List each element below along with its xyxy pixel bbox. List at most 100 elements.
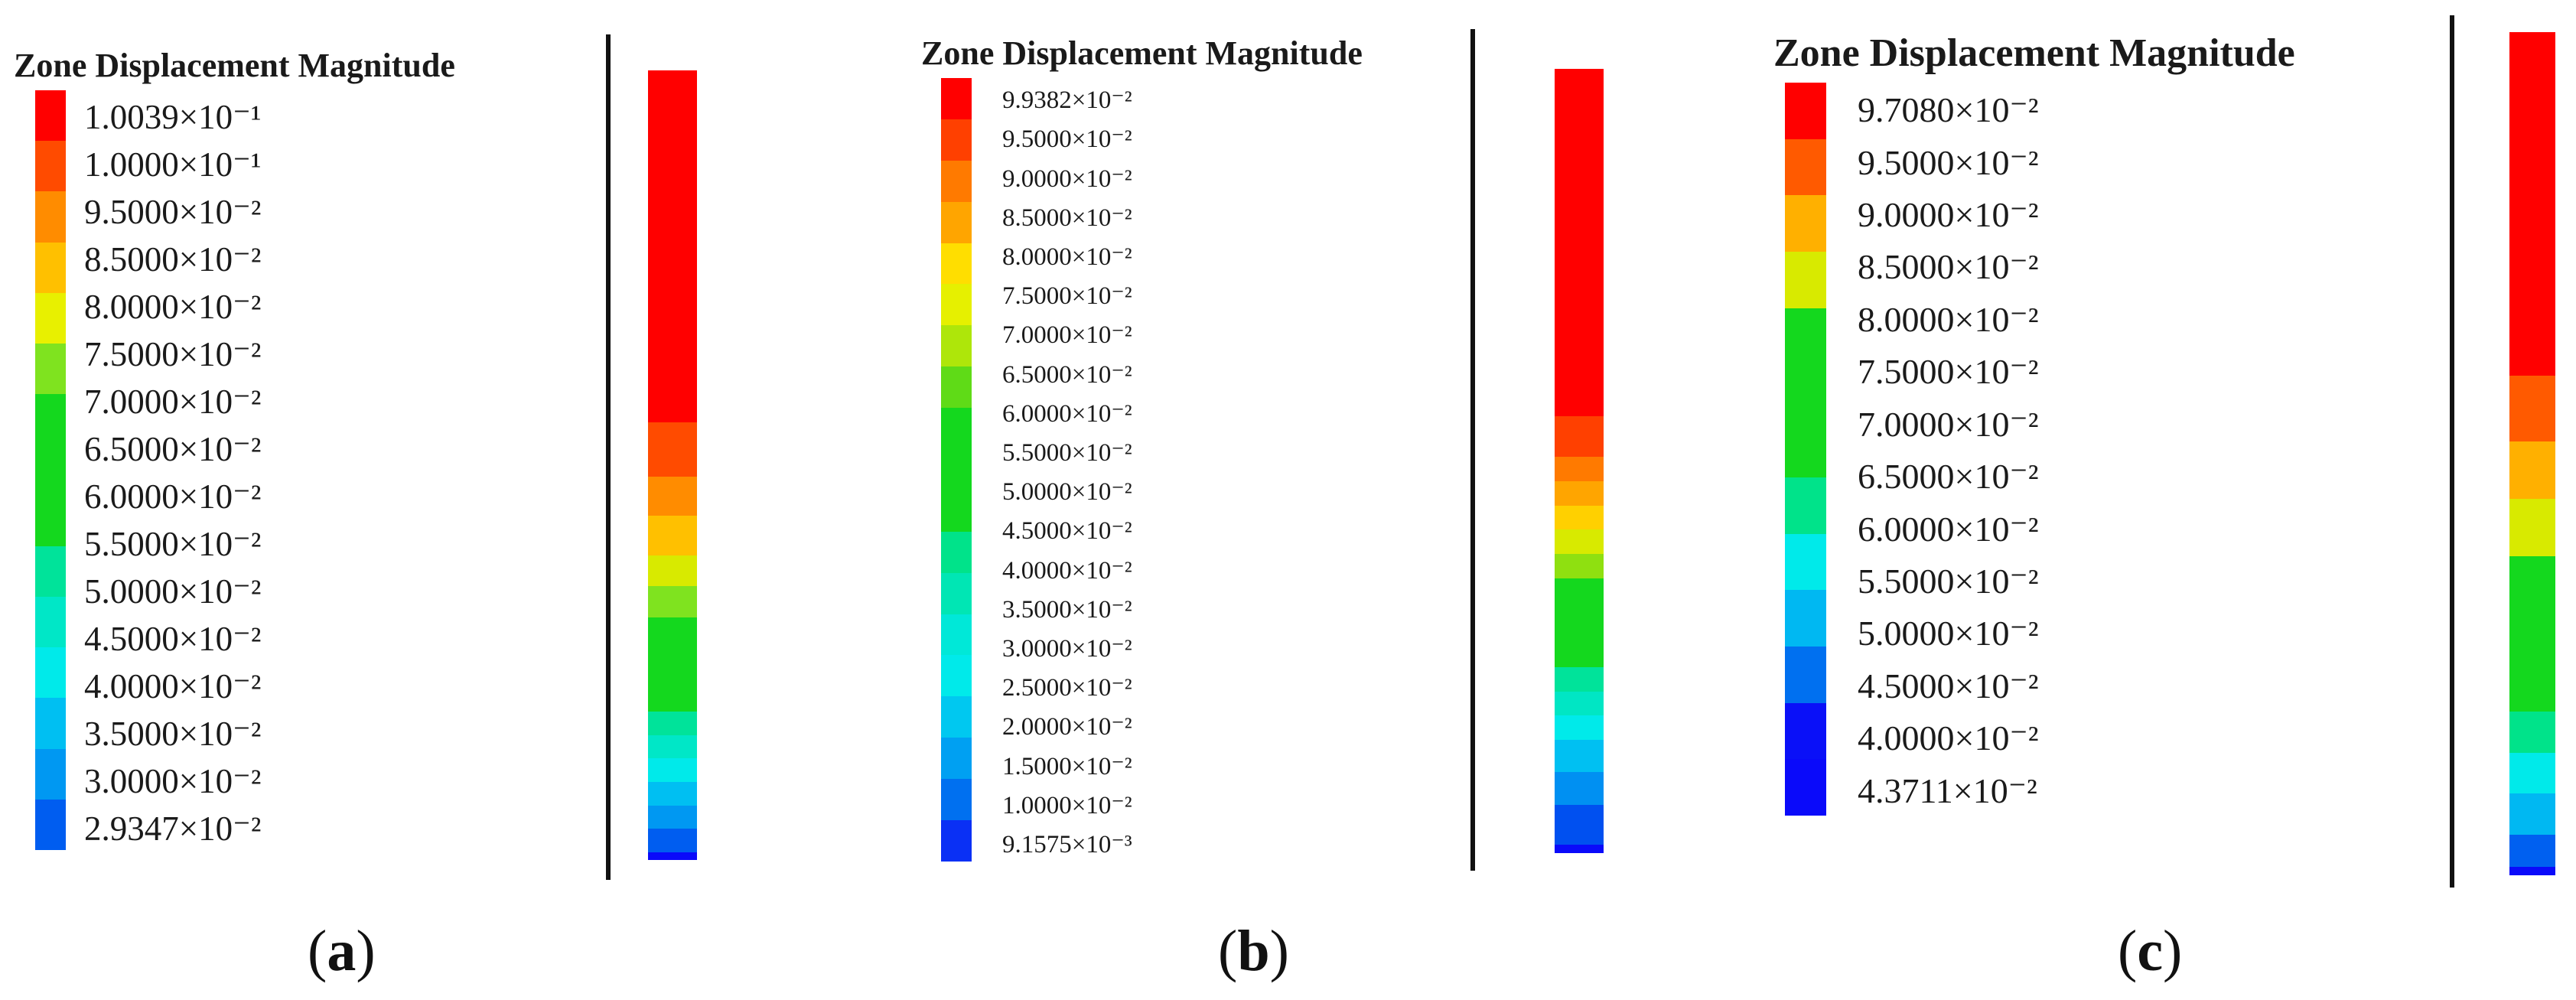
legend-label-c-12: 4.0000×10⁻² [1858,718,2039,758]
legend-swatch-c-10 [1785,646,1826,703]
column-segment-a-6 [648,617,697,712]
legend-label-a-8: 6.0000×10⁻² [84,477,262,516]
column-segment-c-8 [2509,834,2555,868]
legend-label-c-6: 7.0000×10⁻² [1858,404,2039,444]
legend-swatch-b-5 [941,284,972,326]
legend-label-b-12: 4.0000×10⁻² [1002,556,1132,585]
legend-label-a-0: 1.0039×10⁻¹ [84,97,262,136]
caption-c-letter: c [2137,919,2164,983]
caption-a-close: ) [356,919,376,983]
legend-swatch-b-12 [941,572,972,614]
legend-label-a-12: 4.0000×10⁻² [84,667,262,706]
legend-label-c-2: 9.0000×10⁻² [1858,195,2039,235]
column-segment-a-5 [648,586,697,618]
legend-label-a-9: 5.5000×10⁻² [84,525,262,564]
legend-swatch-b-9 [941,449,972,490]
column-segment-b-5 [1555,529,1604,555]
column-segment-a-0 [648,70,697,422]
legend-swatch-c-12 [1785,759,1826,816]
legend-label-c-8: 6.0000×10⁻² [1858,509,2039,549]
legend-label-b-3: 8.5000×10⁻² [1002,204,1132,232]
legend-swatch-a-8 [35,495,66,546]
legend-swatch-a-9 [35,546,66,598]
column-segment-c-5 [2509,712,2555,753]
legend-label-b-9: 5.5000×10⁻² [1002,438,1132,467]
legend-label-a-6: 7.0000×10⁻² [84,382,262,421]
legend-label-b-10: 5.0000×10⁻² [1002,478,1132,507]
legend-label-a-5: 7.5000×10⁻² [84,334,262,373]
model-column-c [2509,32,2555,876]
caption-b-close: ) [1269,919,1289,983]
legend-swatch-b-18 [941,820,972,862]
legend-title-c: Zone Displacement Magnitude [1773,31,2295,75]
legend-swatch-c-1 [1785,138,1826,196]
legend-label-a-10: 5.0000×10⁻² [84,572,262,611]
column-segment-c-1 [2509,376,2555,441]
legend-swatch-c-2 [1785,195,1826,252]
caption-a-open: ( [308,919,327,983]
legend-label-b-18: 1.0000×10⁻² [1002,791,1132,819]
legend-swatch-a-2 [35,191,66,243]
legend-title-b: Zone Displacement Magnitude [921,34,1363,72]
legend-label-a-11: 4.5000×10⁻² [84,620,262,659]
column-segment-a-11 [648,805,697,829]
legend-swatch-c-6 [1785,421,1826,477]
column-segment-a-13 [648,852,697,861]
column-segment-b-2 [1555,457,1604,481]
legend-swatch-a-7 [35,445,66,496]
column-segment-c-2 [2509,441,2555,499]
legend-label-c-3: 8.5000×10⁻² [1858,247,2039,287]
column-segment-a-8 [648,735,697,759]
legend-label-b-1: 9.5000×10⁻² [1002,125,1132,154]
legend-swatch-b-16 [941,738,972,780]
legend-swatch-a-14 [35,799,66,851]
legend-swatch-b-13 [941,614,972,656]
column-segment-c-7 [2509,793,2555,835]
legend-label-a-13: 3.5000×10⁻² [84,715,262,754]
legend-swatch-a-10 [35,597,66,648]
column-segment-c-9 [2509,867,2555,876]
legend-label-b-7: 6.5000×10⁻² [1002,360,1132,389]
legend-colorbar-b [941,78,972,862]
column-segment-a-3 [648,516,697,555]
legend-label-b-8: 6.0000×10⁻² [1002,399,1132,428]
legend-swatch-a-0 [35,90,66,142]
legend-label-a-1: 1.0000×10⁻¹ [84,145,262,184]
legend-swatch-a-11 [35,647,66,699]
legend-label-a-4: 8.0000×10⁻² [84,287,262,326]
legend-label-c-9: 5.5000×10⁻² [1858,562,2039,601]
legend-label-c-13: 4.3711×10⁻² [1858,770,2037,810]
caption-b-letter: b [1237,919,1270,983]
legend-colorbar-c [1785,83,1826,816]
legend-label-a-2: 9.5000×10⁻² [84,192,262,231]
legend-swatch-c-5 [1785,364,1826,422]
caption-a-letter: a [327,919,357,983]
legend-label-b-16: 2.0000×10⁻² [1002,713,1132,741]
legend-swatch-b-10 [941,490,972,532]
legend-label-a-14: 3.0000×10⁻² [84,762,262,801]
legend-swatch-b-11 [941,531,972,573]
legend-label-b-4: 8.0000×10⁻² [1002,243,1132,271]
legend-swatch-a-4 [35,292,66,344]
legend-swatch-c-7 [1785,477,1826,534]
column-segment-b-8 [1555,666,1604,692]
legend-label-c-10: 5.0000×10⁻² [1858,614,2039,653]
legend-label-b-5: 7.5000×10⁻² [1002,282,1132,311]
caption-c-open: ( [2118,919,2138,983]
legend-swatch-b-4 [941,243,972,285]
caption-b-open: ( [1218,919,1238,983]
legend-label-c-0: 9.7080×10⁻² [1858,90,2039,130]
divider-a [606,34,611,880]
legend-swatch-c-11 [1785,702,1826,760]
column-segment-a-10 [648,781,697,806]
caption-a: (a) [308,918,376,985]
legend-swatch-b-3 [941,201,972,243]
legend-swatch-a-6 [35,394,66,445]
legend-swatch-a-13 [35,748,66,800]
legend-label-c-4: 8.0000×10⁻² [1858,299,2039,339]
column-segment-b-9 [1555,691,1604,716]
legend-label-b-17: 1.5000×10⁻² [1002,752,1132,780]
column-segment-a-1 [648,422,697,477]
column-segment-b-7 [1555,578,1604,667]
legend-label-c-5: 7.5000×10⁻² [1858,352,2039,392]
